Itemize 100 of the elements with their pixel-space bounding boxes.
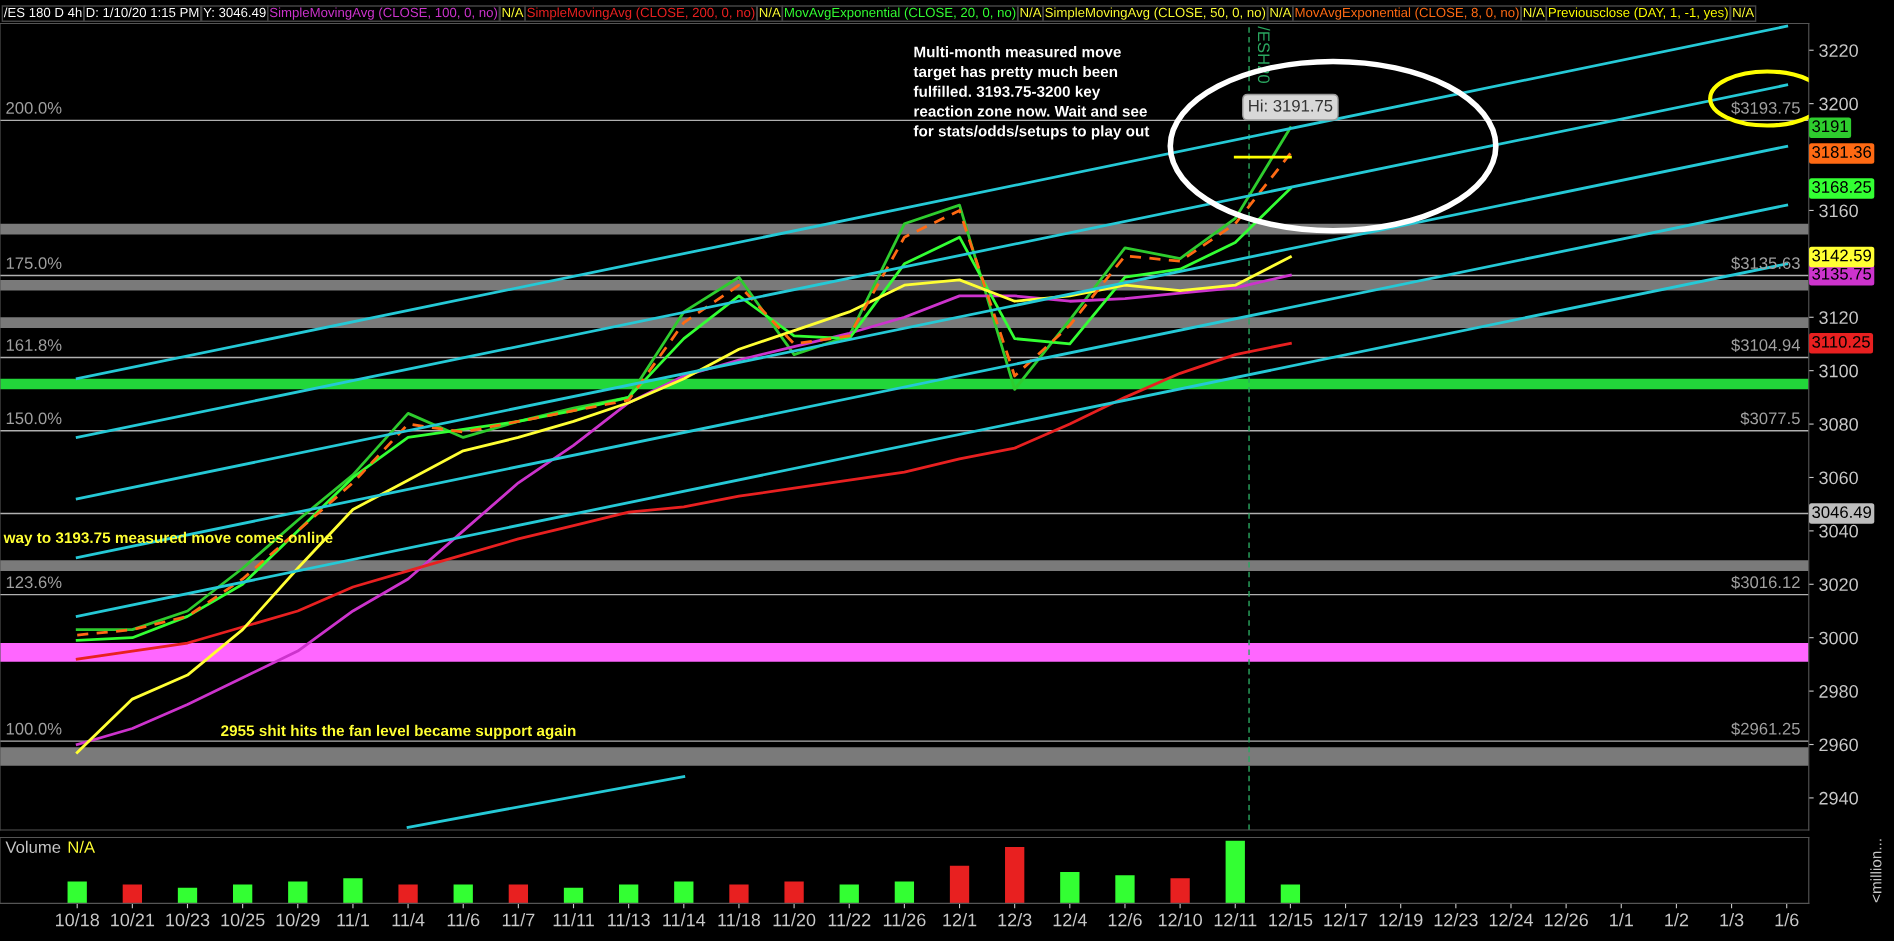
- bar: [508, 884, 529, 904]
- bar: [1170, 878, 1190, 904]
- bar: [1115, 875, 1135, 904]
- ref-line-label: 3046.49: [1812, 506, 1871, 519]
- x-tick-label: 12/10: [1158, 913, 1202, 927]
- text: 3181.36: [1812, 146, 1872, 158]
- ref-line-label: $3135.63: [1731, 256, 1800, 271]
- x-tick-label: 11/7: [502, 913, 535, 927]
- text: Previousclose (DAY, 1, -1, yes): [1549, 7, 1728, 20]
- text: 3110.25: [1812, 335, 1870, 348]
- x-tick-label: 12/11: [1214, 913, 1257, 927]
- text: MovAvgExponential (CLOSE, 20, 0, no): [785, 7, 1016, 20]
- text: N/A: [1523, 7, 1545, 18]
- x-tick-label: 12/4: [1053, 913, 1087, 927]
- y-tick-label: 2940: [1819, 791, 1858, 805]
- y-tick-label: 2960: [1819, 738, 1858, 752]
- text: 3168.25: [1812, 181, 1872, 193]
- annotation: 100.0%: [6, 722, 62, 735]
- annotation: 123.6%: [6, 576, 62, 589]
- bar: [563, 887, 584, 904]
- y-tick-label: 3080: [1819, 418, 1858, 431]
- text: D: 1/10/20 1:15 PM: [86, 7, 199, 18]
- x-tick-label: 10/29: [276, 913, 320, 927]
- y-tick-label: 3040: [1819, 524, 1858, 538]
- bar: [232, 884, 253, 904]
- x-tick-label: 12/3: [998, 913, 1032, 927]
- x-tick-label: 11/13: [608, 913, 650, 927]
- x-tick-label: 12/1: [943, 913, 977, 927]
- x-tick-label: 1/3: [1720, 913, 1744, 927]
- bar: [343, 878, 363, 904]
- y-tick-label: 3200: [1819, 97, 1858, 111]
- text: N/A: [1270, 7, 1292, 18]
- bar: [784, 881, 804, 904]
- text: <million...: [1870, 839, 1882, 903]
- bar: [839, 884, 859, 904]
- chart-title: Volume: [5, 840, 61, 854]
- text: SimpleMovingAvg (CLOSE, 200, 0, no): [527, 7, 755, 20]
- text: MovAvgExponential (CLOSE, 8, 0, no): [1295, 7, 1519, 20]
- y-tick-label: 3160: [1819, 204, 1858, 218]
- bar: [1225, 840, 1245, 904]
- x-tick-label: 10/18: [55, 913, 100, 927]
- text: /ES 180 D 4h: [3, 7, 82, 18]
- bar: [398, 884, 418, 904]
- x-tick-label: 11/18: [718, 913, 761, 927]
- annotation: 175.0%: [6, 257, 62, 270]
- annotation: Multi-month measured move target has pretty much been fulfilled. 3193.75-3200 key reaction zone now. Wait and see for stats/odds/setups to play out: [913, 46, 1150, 140]
- text: SimpleMovingAvg (CLOSE, 100, 0, no): [269, 7, 498, 20]
- x-tick-label: 11/6: [447, 913, 480, 927]
- bar: [1005, 846, 1025, 904]
- x-tick-label: 11/4: [392, 913, 425, 927]
- bar: [619, 884, 639, 904]
- bar: [288, 881, 308, 904]
- y-tick-label: 2980: [1819, 685, 1858, 698]
- bar: [67, 881, 87, 904]
- annotation: 161.8%: [6, 339, 62, 351]
- text: SimpleMovingAvg (CLOSE, 50, 0, no): [1045, 7, 1266, 20]
- bar: [674, 881, 694, 904]
- y-tick-label: 3120: [1819, 311, 1858, 324]
- bar: [894, 881, 915, 904]
- bar: [1280, 884, 1301, 904]
- text: 3142.59: [1812, 249, 1871, 262]
- bar: [122, 884, 142, 904]
- y-tick-label: 3000: [1819, 631, 1858, 645]
- bar: [453, 884, 473, 904]
- x-tick-label: 12/26: [1544, 913, 1588, 927]
- bar: [1060, 871, 1080, 904]
- text: 3135.75: [1812, 267, 1872, 280]
- x-tick-label: 11/20: [773, 913, 816, 927]
- x-tick-label: 12/23: [1434, 913, 1478, 927]
- annotation: N/A: [68, 840, 96, 854]
- x-tick-label: 10/23: [166, 913, 210, 927]
- ref-line-label: $3104.94: [1731, 338, 1801, 352]
- text: N/A: [1733, 7, 1755, 18]
- ref-line-label: $3193.75: [1731, 101, 1800, 115]
- annotation: 2955 shit hits the fan level became support again: [221, 724, 576, 740]
- x-tick-label: 11/11: [553, 913, 594, 927]
- x-tick-label: 11/26: [883, 913, 926, 927]
- bar: [949, 865, 970, 904]
- x-tick-label: 12/24: [1489, 913, 1534, 927]
- annotation: Hi: 3191.75: [1249, 99, 1333, 112]
- x-tick-label: 10/25: [221, 913, 265, 927]
- bar: [729, 884, 749, 904]
- y-tick-label: 3020: [1819, 578, 1858, 592]
- x-tick-label: 12/17: [1324, 913, 1368, 927]
- x-tick-label: 1/1: [1610, 913, 1633, 927]
- x-tick-label: 11/1: [337, 913, 369, 927]
- text: Y: 3046.49: [203, 7, 266, 18]
- x-tick-label: 11/14: [663, 913, 706, 927]
- text: N/A: [759, 7, 781, 18]
- ref-line-label: $2961.25: [1731, 722, 1800, 736]
- y-tick-label: 3220: [1819, 44, 1858, 57]
- x-tick-label: 1/2: [1665, 913, 1689, 927]
- y-tick-label: 3060: [1819, 471, 1858, 485]
- x-tick-label: 12/15: [1269, 913, 1313, 927]
- y-tick-label: 3100: [1819, 364, 1858, 378]
- annotation: 200.0%: [6, 102, 62, 114]
- x-tick-label: 1/6: [1775, 913, 1799, 927]
- ref-line-label: $3016.12: [1731, 575, 1800, 590]
- x-tick-label: 12/19: [1379, 913, 1423, 927]
- bar: [177, 887, 198, 904]
